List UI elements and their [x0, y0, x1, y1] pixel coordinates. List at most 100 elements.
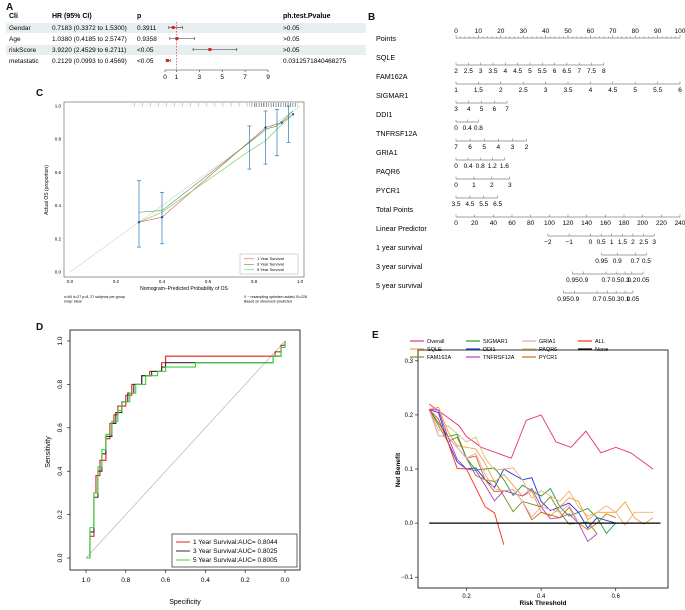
points-tick-label: 70 [609, 28, 617, 35]
panel-label-e: E [372, 330, 379, 341]
scale-tick-label: 5 [480, 106, 484, 113]
dca-curve [429, 409, 616, 529]
dca-curve [428, 409, 505, 545]
cal-x-tick: 1.0 [297, 279, 304, 284]
roc-curve [86, 341, 286, 559]
col-header-cli: Cli [9, 13, 18, 20]
axis-tick-label: 3 [198, 74, 202, 81]
calibration-footer-left: n=84 d=27 p=8, 27 subjects per group Gray… [64, 295, 125, 304]
roc-curve [86, 341, 286, 559]
table-row-bg [6, 23, 366, 33]
scale-tick-label: 0 [454, 220, 458, 227]
scale-tick-label: 0.4 [464, 163, 473, 170]
scale-tick-label: 0.3 [621, 277, 630, 284]
scale-tick-label: 2 [490, 182, 494, 189]
scale-tick-label: 2.5 [519, 87, 528, 94]
cal-x-tick: 0.2 [113, 279, 120, 284]
dca-curve [429, 409, 598, 543]
roc-legend-box [171, 533, 298, 568]
scale-tick-label: 240 [675, 220, 685, 227]
scale-tick-label: 1.6 [500, 163, 509, 170]
scale-tick-label: 0.95 [595, 258, 608, 265]
scale-tick-label: 4 [467, 106, 471, 113]
points-tick-label: 10 [475, 28, 483, 35]
panel-label-d: D [36, 322, 44, 333]
roc-legend-label: 1 Year Survival:AUC= 0.8044 [193, 539, 278, 546]
scale-tick-label: 40 [490, 220, 498, 227]
calibration-line [138, 114, 294, 223]
dca-y-tick-label: 0.0 [405, 521, 414, 527]
legend-label: 5 Year Survival [257, 267, 284, 272]
roc-x-tick-label: 0.0 [280, 577, 289, 584]
cli-cell: riskScore [9, 47, 36, 54]
scale-tick-label: 1.5 [474, 87, 483, 94]
roc-y-label: Sensitivity [45, 436, 52, 468]
scale-tick-label: 6 [468, 144, 472, 151]
scale-tick-label: 7 [505, 106, 509, 113]
p-cell: 0.9358 [137, 36, 157, 43]
roc-y-tick-label: 0.4 [57, 466, 64, 475]
calibration-footer-right: X − resampling optimism added, B=228 Base… [244, 295, 307, 304]
cal-x-tick: 0.4 [159, 279, 166, 284]
axis-tick-label: 5 [220, 74, 224, 81]
scale-tick-label: 2 [525, 144, 529, 151]
nomogram-row-label: PYCR1 [376, 186, 400, 195]
dca-curve [428, 403, 654, 470]
scale-tick-label: 0 [589, 239, 593, 246]
dca-legend-label: GRIA1 [539, 339, 556, 345]
col-header-hr: HR (95% CI) [52, 13, 92, 20]
dca-y-tick-label: −0.1 [401, 575, 414, 581]
calibration-plot-frame [63, 101, 305, 278]
scale-tick-label: 2 [454, 68, 458, 75]
dca-legend-label: ALL [595, 339, 605, 345]
cal-x-tick: 0.8 [251, 279, 258, 284]
cal-x-tick: 0.6 [205, 279, 212, 284]
scale-tick-label: 2.5 [639, 239, 648, 246]
dca-legend-label: PAQR6 [539, 347, 557, 353]
scale-tick-label: 0.5 [597, 239, 606, 246]
points-tick-label: 40 [542, 28, 550, 35]
scale-tick-label: 0.5 [603, 296, 612, 303]
nomogram-row-label: GRIA1 [376, 148, 398, 157]
points-tick-label: 60 [587, 28, 595, 35]
scale-tick-label: 6 [553, 68, 557, 75]
scale-tick-label: 0.05 [627, 296, 640, 303]
scale-tick-label: 3.5 [451, 201, 460, 208]
points-tick-label: 90 [654, 28, 662, 35]
points-tick-label: 100 [675, 28, 685, 35]
cal-y-tick: 0.4 [55, 203, 62, 208]
scale-tick-label: 3 [544, 87, 548, 94]
scale-tick-label: −2 [544, 239, 552, 246]
scale-tick-label: 2 [499, 87, 503, 94]
dca-legend-label: TNFRSF12A [483, 355, 515, 361]
scale-tick-label: 0.9 [579, 277, 588, 284]
scale-tick-label: 1 [472, 182, 476, 189]
scale-tick-label: 0.8 [474, 125, 483, 132]
scale-tick-label: 7 [454, 144, 458, 151]
footer-line: X − resampling optimism added, B=228 [244, 295, 307, 299]
scale-tick-label: 4.5 [608, 87, 617, 94]
scale-tick-label: 140 [581, 220, 592, 227]
roc-plot-frame [69, 329, 301, 571]
roc-curve [86, 341, 286, 559]
dca-curve [428, 409, 598, 535]
scale-tick-label: 4.5 [465, 201, 474, 208]
scale-tick-label: 5 [633, 87, 637, 94]
dca-curve [428, 409, 654, 527]
roc-y-tick-label: 0.0 [57, 553, 64, 562]
axis-tick-label: 9 [266, 74, 270, 81]
nomogram-row-label: SQLE [376, 53, 395, 62]
scale-tick-label: 4 [503, 68, 507, 75]
dca-legend-label: None [595, 347, 608, 353]
scale-tick-label: 6.5 [493, 201, 502, 208]
nomogram-row-label: Total Points [376, 205, 414, 214]
points-tick-label: 0 [454, 28, 458, 35]
scale-tick-label: 100 [544, 220, 555, 227]
scale-tick-label: 60 [508, 220, 516, 227]
roc-legend-label: 3 Year Survival:AUC= 0.8025 [193, 548, 278, 555]
axis-tick-label: 7 [243, 74, 247, 81]
ideal-line [69, 105, 301, 273]
panel-label-b: B [368, 12, 376, 23]
scale-tick-label: 3 [454, 106, 458, 113]
